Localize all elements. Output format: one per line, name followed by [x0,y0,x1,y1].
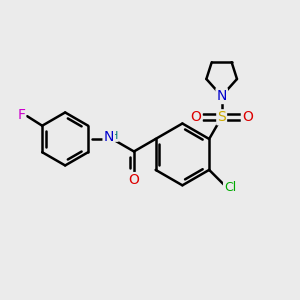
Text: F: F [17,108,25,122]
Text: O: O [190,110,202,124]
Text: N: N [217,89,227,103]
Text: Cl: Cl [224,181,236,194]
Text: H: H [110,131,118,141]
Text: O: O [128,173,140,187]
Text: S: S [217,110,226,124]
Text: N: N [103,130,114,145]
Text: O: O [242,110,253,124]
